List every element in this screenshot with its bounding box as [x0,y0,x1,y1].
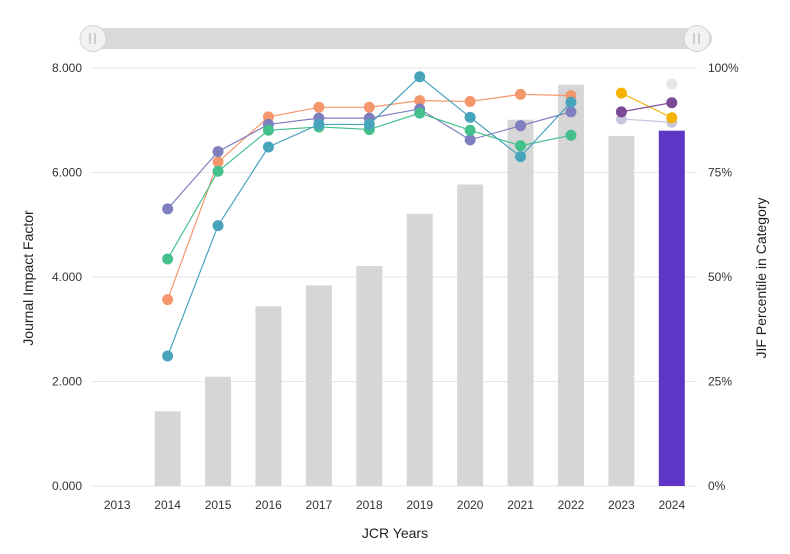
x-tick-label: 2018 [356,498,383,512]
percentile-point[interactable] [262,111,274,123]
slider-handle-left[interactable] [79,25,107,52]
percentile-point[interactable] [313,118,325,130]
x-tick-label: 2023 [608,498,635,512]
jif-bar-2017[interactable] [305,285,332,486]
percentile-point[interactable] [363,101,375,113]
percentile-point[interactable] [464,134,476,146]
jif-bar-2014[interactable] [154,411,181,486]
jif-bar-2023[interactable] [608,135,635,487]
percentile-point[interactable] [565,106,577,118]
jif-bar-2021[interactable] [507,119,534,486]
percentile-point[interactable] [615,87,627,99]
percentile-point[interactable] [515,120,527,132]
percentile-point[interactable] [515,151,527,163]
jif-bar-2015[interactable] [205,376,232,486]
percentile-point[interactable] [313,101,325,113]
percentile-point[interactable] [666,97,678,109]
x-tick-label: 2022 [558,498,585,512]
y-tick-label: 0.000 [52,479,82,493]
percentile-line-7 [621,102,672,113]
percentile-point[interactable] [515,88,527,100]
y2-tick-label: 100% [708,61,739,75]
y2-tick-label: 25% [708,375,732,389]
x-tick-label: 2019 [406,498,433,512]
percentile-point[interactable] [464,111,476,123]
percentile-point[interactable] [212,156,224,168]
percentile-point[interactable] [464,95,476,107]
percentile-point[interactable] [414,107,426,119]
y-axis-left: 0.000 2.000 4.000 6.000 8.000 [52,61,82,493]
percentile-point[interactable] [212,146,224,158]
bars [154,84,685,487]
x-tick-label: 2014 [154,498,181,512]
y2-tick-label: 0% [708,479,726,493]
percentile-point[interactable] [262,124,274,136]
percentile-point[interactable] [162,350,174,362]
x-tick-label: 2016 [255,498,282,512]
jif-bar-2024[interactable] [658,130,685,486]
x-axis-title: JCR Years [362,525,428,541]
y-tick-label: 2.000 [52,375,82,389]
y2-axis-title: JIF Percentile in Category [753,197,769,358]
slider-handle-right[interactable] [683,25,711,52]
percentile-point[interactable] [162,253,174,265]
percentile-point[interactable] [363,118,375,130]
percentile-point[interactable] [565,129,577,141]
gridlines [92,67,697,487]
slider-track[interactable] [80,28,712,49]
percentile-line-6 [621,92,673,119]
percentile-lines [162,71,678,362]
y2-tick-label: 50% [708,270,732,284]
y-axis-title: Journal Impact Factor [20,210,36,346]
x-tick-label: 2015 [205,498,232,512]
jif-bar-2022[interactable] [557,84,584,486]
y-tick-label: 8.000 [52,61,82,75]
percentile-point[interactable] [212,220,224,232]
jif-bar-2016[interactable] [255,306,282,486]
percentile-point[interactable] [615,106,627,118]
percentile-point[interactable] [162,203,174,215]
percentile-point[interactable] [162,294,174,306]
jif-bar-2020[interactable] [457,184,484,486]
percentile-line-4 [621,118,672,123]
percentile-point[interactable] [666,78,678,90]
x-tick-label: 2024 [658,498,685,512]
percentile-point[interactable] [515,140,527,152]
x-tick-label: 2021 [507,498,534,512]
x-tick-label: 2017 [306,498,333,512]
jif-bar-2019[interactable] [406,213,433,486]
percentile-point[interactable] [565,96,577,108]
y-tick-label: 6.000 [52,166,82,180]
x-tick-label: 2020 [457,498,484,512]
x-axis: 2013 2014 2015 2016 2017 2018 2019 2020 2021 2022… [104,498,686,512]
percentile-point[interactable] [212,165,224,177]
percentile-point[interactable] [414,71,426,83]
percentile-point[interactable] [464,124,476,136]
y2-tick-label: 75% [708,166,732,180]
percentile-point[interactable] [414,95,426,107]
jif-bar-2018[interactable] [356,266,383,486]
x-tick-label: 2013 [104,498,131,512]
y-axis-right: 0% 25% 50% 75% 100% [708,61,739,493]
percentile-point[interactable] [666,112,678,124]
y-tick-label: 4.000 [52,270,82,284]
range-slider[interactable] [79,25,712,52]
percentile-point[interactable] [262,141,274,153]
